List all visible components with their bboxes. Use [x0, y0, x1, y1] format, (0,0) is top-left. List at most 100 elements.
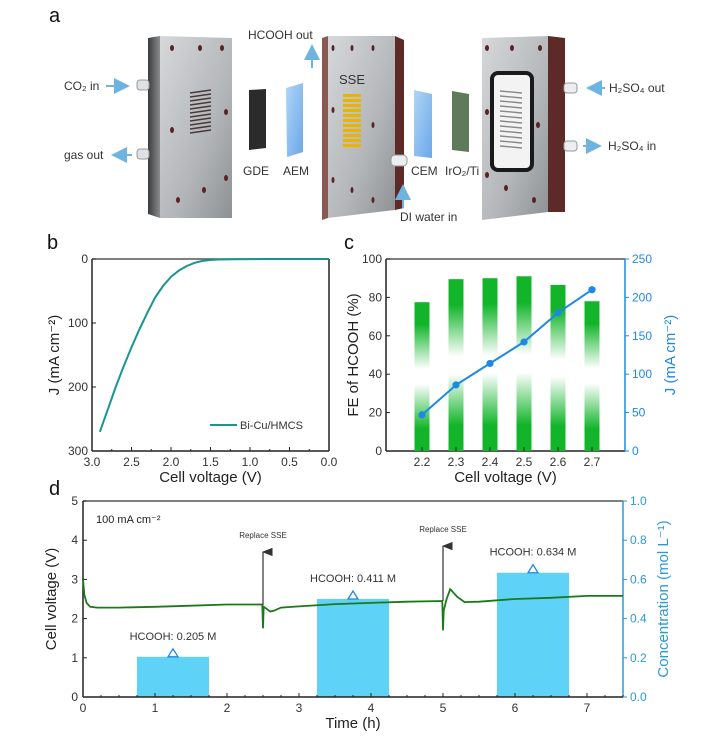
chart-b-ytick-label: 300 [68, 444, 88, 458]
chart-d-xtick-label: 4 [368, 701, 375, 715]
chart-c-ytick-label: 100 [362, 252, 382, 266]
label-hcooh-out: HCOOH out [248, 28, 313, 42]
h2so4-inlet-fitting-icon [563, 140, 578, 152]
chart-d-stability: 0 1 2 3 4 5 6 7 0 1 2 3 4 5 0.0 0.2 0.4 0.6 0.8 1.0 Time (h)… [43, 494, 672, 732]
chart-c-xtick-label: 2.2 [414, 455, 431, 469]
chart-b-ytick-label: 200 [68, 380, 88, 394]
sse-channels [343, 94, 361, 147]
label-aem: AEM [283, 164, 310, 178]
chart-d-ylabel: Cell voltage (V) [43, 548, 60, 651]
chart-d-xtick-label: 1 [152, 701, 159, 715]
chart-d-hcooh-label: HCOOH: 0.411 M [310, 573, 396, 585]
aem-membrane [286, 83, 303, 157]
chart-d-ytick-label: 3 [71, 572, 78, 586]
chart-d-concentration-bar [317, 599, 389, 697]
label-h2so4-out: H₂SO₄ out [609, 81, 665, 95]
chart-d-xtick-label: 3 [296, 701, 303, 715]
h2so4-outlet-fitting-icon [563, 82, 578, 94]
chart-c-j-point [554, 309, 562, 317]
sse-middle-plate [322, 36, 408, 220]
chart-d-xtick-label: 2 [224, 701, 231, 715]
co2-inlet-fitting-icon [136, 79, 150, 91]
chart-d-y2tick-label: 0.0 [630, 690, 647, 704]
chart-d-y2tick-label: 0.4 [630, 612, 647, 626]
chart-b-polarization: 3.0 2.5 2.0 1.5 1.0 0.5 0.0 0 100 200 300 Cell volt… [46, 252, 338, 486]
chart-b-xtick-label: 3.0 [84, 455, 101, 469]
di-water-inlet-fitting-icon [390, 154, 408, 167]
chart-d-ytick-label: 5 [71, 494, 78, 508]
chart-d-xtick-label: 7 [584, 701, 591, 715]
chart-c-xtick-label: 2.4 [482, 455, 499, 469]
chart-d-y2tick-label: 0.8 [630, 533, 647, 547]
chart-c-ytick-label: 60 [369, 329, 383, 343]
chart-b-xtick-label: 2.0 [163, 455, 180, 469]
chart-b-ytick-label: 0 [81, 252, 88, 266]
chart-c-y2label: J (mA cm⁻²) [662, 315, 679, 395]
chart-c-xlabel: Cell voltage (V) [454, 469, 557, 486]
chart-b-ylabel: J (mA cm⁻²) [46, 315, 63, 395]
chart-d-hcooh-label: HCOOH: 0.634 M [490, 547, 577, 559]
chart-b-xtick-label: 0.5 [281, 455, 298, 469]
anolyte-flow-channels [499, 90, 523, 149]
chart-d-xlabel: Time (h) [325, 715, 380, 732]
chart-d-y2label: Concentration (mol L⁻¹) [655, 520, 672, 677]
chart-c-ytick-label: 20 [369, 406, 383, 420]
chart-b-series-line [98, 258, 329, 433]
chart-c-fe-bar [584, 301, 600, 451]
cathode-end-plate [136, 36, 232, 218]
chart-c-ytick-label: 0 [375, 444, 382, 458]
chart-c-ytick-label: 40 [369, 367, 383, 381]
chart-c-j-point [588, 286, 596, 294]
label-h2so4-in: H₂SO₄ in [608, 139, 657, 153]
chart-d-xtick-label: 0 [80, 701, 87, 715]
chart-c-j-point [452, 381, 460, 389]
chart-d-concentration-bar [137, 656, 209, 697]
chart-c-y2tick-label: 250 [632, 252, 652, 266]
chart-d-ytick-label: 4 [71, 533, 78, 547]
chart-c-j-point [520, 338, 528, 346]
chart-c-ylabel: FE of HCOOH (%) [345, 293, 362, 416]
chart-d-concentration-marker-icon [346, 589, 360, 600]
chart-c-xtick-label: 2.6 [550, 455, 567, 469]
panel-c-letter: c [344, 232, 354, 254]
chart-c-xtick-label: 2.5 [516, 455, 533, 469]
chart-d-concentration-bar [497, 572, 569, 697]
chart-b-xlabel: Cell voltage (V) [159, 469, 262, 486]
panel-d-letter: d [49, 478, 61, 500]
flow-cell-illustration [106, 36, 605, 220]
chart-c-xtick-label: 2.3 [448, 455, 465, 469]
chart-c-xtick-label: 2.7 [584, 455, 601, 469]
chart-d-voltage-line [82, 579, 623, 631]
chart-b-xtick-label: 1.0 [242, 455, 259, 469]
chart-c-fe-bar [550, 284, 566, 451]
chart-c-j-line [421, 288, 593, 416]
gas-outlet-fitting-icon [136, 148, 150, 160]
chart-d-y2tick-label: 0.2 [630, 651, 647, 665]
iro2-ti-anode [452, 91, 469, 152]
label-cem: CEM [411, 164, 438, 178]
cem-membrane [414, 90, 432, 158]
label-gde: GDE [243, 164, 270, 178]
chart-d-ytick-label: 0 [71, 690, 78, 704]
label-gas-out: gas out [64, 148, 104, 162]
label-iro2-ti: IrO₂/Ti [445, 164, 480, 178]
chart-c-fe-bars: 2.2 2.3 2.4 2.5 2.6 2.7 0 20 40 60 80 100 0 50 100 150 2… [345, 252, 679, 486]
chart-d-y2tick-label: 1.0 [630, 494, 647, 508]
chart-d-replace-sse-label: Replace SSE [419, 525, 467, 534]
chart-d-y2tick-label: 0.6 [630, 572, 647, 586]
label-sse: SSE [339, 72, 366, 87]
chart-d-current-density-label: 100 mA cm⁻² [96, 514, 161, 526]
chart-d-hcooh-label: HCOOH: 0.205 M [130, 631, 217, 643]
anode-end-plate [482, 36, 578, 220]
panel-a-letter: a [49, 5, 61, 27]
chart-d-ytick-label: 1 [71, 651, 78, 665]
chart-b-xtick-label: 0.0 [321, 455, 338, 469]
chart-c-fe-bar [448, 279, 464, 451]
chart-c-y2tick-label: 100 [632, 367, 652, 381]
chart-c-y2tick-label: 50 [632, 406, 646, 420]
gde-layer [249, 89, 266, 150]
chart-c-y2tick-label: 150 [632, 329, 652, 343]
chart-c-y2tick-label: 200 [632, 290, 652, 304]
chart-c-fe-bar [516, 276, 532, 451]
